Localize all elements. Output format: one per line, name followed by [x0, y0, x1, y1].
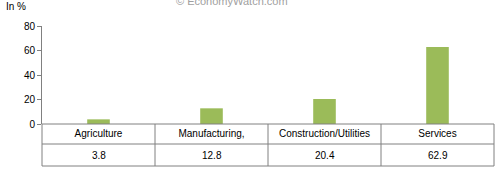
svg-text:Services: Services [418, 128, 456, 139]
svg-text:Manufacturing,: Manufacturing, [178, 128, 244, 139]
svg-text:In %: In % [6, 1, 26, 12]
svg-text:3.8: 3.8 [92, 150, 106, 161]
svg-text:20: 20 [24, 94, 36, 105]
svg-text:80: 80 [24, 21, 36, 32]
svg-text:Agriculture: Agriculture [75, 128, 123, 139]
svg-text:62.9: 62.9 [428, 150, 448, 161]
svg-text:12.8: 12.8 [202, 150, 222, 161]
svg-text:60: 60 [24, 45, 36, 56]
svg-text:40: 40 [24, 70, 36, 81]
svg-text:0: 0 [29, 119, 35, 130]
svg-text:Construction/Utilities: Construction/Utilities [279, 128, 370, 139]
svg-text:20.4: 20.4 [315, 150, 335, 161]
svg-text:© EconomyWatch.com: © EconomyWatch.com [176, 0, 288, 7]
